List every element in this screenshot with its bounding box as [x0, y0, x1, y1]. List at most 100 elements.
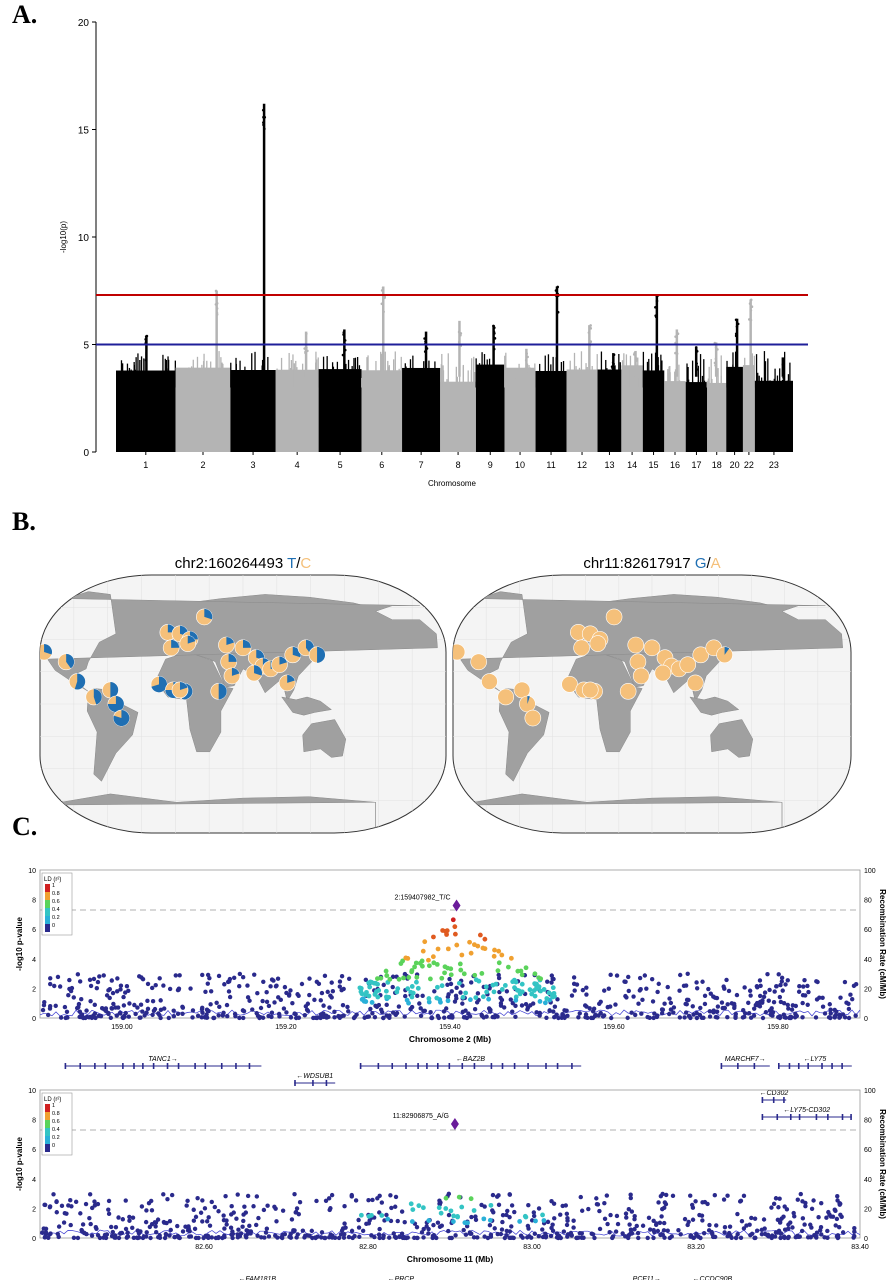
snp-point	[42, 1202, 48, 1208]
exon	[133, 1063, 135, 1069]
peak-point	[556, 310, 560, 314]
snp-point	[655, 1228, 661, 1234]
snp-point	[479, 1012, 484, 1018]
snp-point	[332, 1015, 337, 1020]
ld-snp-point	[435, 946, 441, 952]
ld-legend-tick: 0.2	[52, 915, 60, 921]
population-pie	[107, 695, 125, 713]
ld-snp-point	[496, 948, 502, 954]
exon	[417, 1063, 419, 1069]
snp-point	[657, 1220, 663, 1225]
snp-point	[121, 1015, 126, 1021]
snp-point	[719, 1000, 725, 1005]
snp-point	[754, 984, 760, 989]
snp-point	[835, 1233, 841, 1238]
snp-point	[463, 1008, 468, 1013]
snp-point	[613, 1229, 619, 1234]
allele-T-slice	[287, 674, 295, 683]
snp-point	[818, 1228, 823, 1233]
snp-point	[825, 1228, 830, 1234]
snp-point	[645, 1235, 650, 1241]
snp-point	[377, 1226, 382, 1232]
ld-snp-point	[467, 939, 472, 945]
exon	[827, 1114, 829, 1120]
snp-point	[191, 1218, 197, 1223]
x-tick-label: 159.40	[439, 1024, 461, 1031]
ld-snp-point	[541, 987, 547, 992]
snp-point	[484, 1014, 489, 1019]
y2-tick-label: 80	[864, 898, 872, 905]
snp-point	[208, 989, 214, 994]
snp-point	[792, 1015, 798, 1020]
snp-point	[161, 1192, 166, 1197]
ld-snp-point	[451, 1213, 457, 1219]
snp-point	[469, 980, 474, 985]
ld-snp-point	[410, 1207, 416, 1212]
snp-point	[746, 1000, 751, 1006]
snp-point	[222, 1226, 227, 1231]
ld-snp-point	[405, 986, 411, 992]
ld-snp-point	[505, 964, 511, 970]
allele-T-slice	[110, 681, 119, 698]
snp-point	[421, 1235, 426, 1240]
snp-point	[356, 1217, 361, 1223]
snp-point	[152, 1006, 158, 1012]
exon	[490, 1063, 493, 1069]
snp-point	[803, 1203, 808, 1209]
snp-point	[727, 1224, 733, 1229]
snp-point	[748, 1015, 754, 1020]
snp-point	[234, 1216, 239, 1221]
ld-snp-point	[383, 968, 389, 974]
snp-point	[564, 1222, 570, 1228]
snp-point	[654, 1014, 660, 1020]
gene: ←WDSUB1	[294, 1073, 336, 1086]
snp-point	[774, 984, 779, 989]
snp-point	[694, 980, 699, 985]
snp-point	[230, 1235, 235, 1241]
lead-snp-marker	[452, 899, 461, 912]
snp-point	[93, 1225, 99, 1230]
chromosome-13: 13	[597, 351, 622, 470]
snp-point	[662, 1200, 668, 1205]
peak-point	[342, 331, 346, 334]
snp-point	[116, 1235, 122, 1241]
chromosome-bulk	[230, 369, 276, 452]
ld-legend-tick: 0.2	[52, 1135, 60, 1141]
snp-point	[321, 1003, 326, 1008]
snp-point	[200, 1005, 205, 1011]
snp-point	[766, 1234, 771, 1239]
population-pie	[654, 664, 672, 682]
exon	[776, 1114, 779, 1120]
snp-point	[800, 1000, 805, 1006]
snp-point	[231, 975, 237, 981]
peak-point	[263, 127, 266, 131]
snp-point	[71, 1235, 77, 1241]
snp-point	[243, 1210, 249, 1215]
snp-point	[712, 1193, 718, 1198]
snp-point	[798, 1191, 803, 1197]
snp-point	[403, 993, 408, 999]
ld-legend-tick: 1	[52, 1103, 55, 1109]
snp-point	[241, 1009, 247, 1014]
peak-point	[750, 305, 754, 309]
snp-point	[448, 981, 454, 987]
snp-point	[77, 979, 83, 984]
snp-point	[806, 989, 811, 995]
snp-point	[217, 1004, 222, 1010]
x-tick-label: 6	[379, 460, 384, 470]
snp-point	[273, 984, 279, 989]
peak-point	[587, 331, 591, 334]
snp-point	[92, 1199, 97, 1204]
snp-point	[778, 1235, 783, 1241]
snp-point	[363, 977, 369, 982]
snp-point	[735, 1211, 740, 1217]
ld-snp-point	[438, 1210, 444, 1216]
chromosome-bulk	[685, 382, 708, 452]
allele-A-slice	[679, 656, 697, 673]
snp-point	[742, 985, 747, 990]
snp-point	[502, 1235, 508, 1241]
snp-point	[579, 1231, 585, 1236]
exon	[571, 1063, 573, 1069]
snp-point	[805, 1235, 811, 1240]
snp-point	[571, 975, 577, 980]
